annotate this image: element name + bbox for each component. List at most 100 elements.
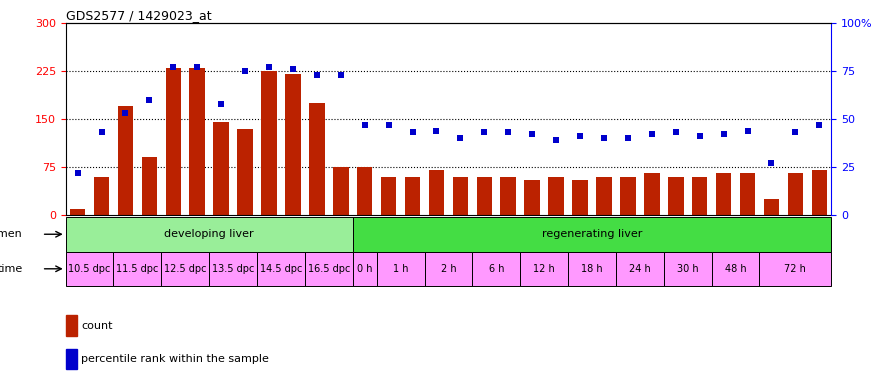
Point (645, 131, 659, 137)
Point (358, 122, 372, 128)
Bar (190, 68, 205, 215)
Point (621, 135, 635, 141)
Bar (477, 177, 492, 215)
Point (573, 133, 587, 139)
Bar (568, 252, 616, 286)
Bar (209, 252, 257, 286)
Bar (262, 71, 276, 215)
Text: 24 h: 24 h (629, 264, 651, 274)
Bar (616, 252, 664, 286)
Text: 16.5 dpc: 16.5 dpc (308, 264, 350, 274)
Point (71, 170, 85, 176)
Text: count: count (81, 321, 112, 331)
Bar (524, 180, 540, 215)
Bar (357, 167, 373, 215)
Text: 10.5 dpc: 10.5 dpc (68, 264, 111, 274)
Text: 12 h: 12 h (533, 264, 555, 274)
Point (717, 131, 731, 137)
Bar (304, 252, 353, 286)
Text: 6 h: 6 h (488, 264, 504, 274)
Point (501, 129, 515, 136)
Point (525, 131, 539, 137)
Point (118, 110, 132, 116)
Bar (66, 316, 77, 336)
Bar (620, 177, 635, 215)
Bar (739, 174, 755, 215)
Point (597, 135, 611, 141)
Bar (424, 252, 473, 286)
Point (478, 129, 492, 136)
Bar (788, 174, 803, 215)
Text: 14.5 dpc: 14.5 dpc (260, 264, 302, 274)
Bar (596, 177, 612, 215)
Point (214, 101, 228, 107)
Text: 18 h: 18 h (581, 264, 603, 274)
Text: 1 h: 1 h (393, 264, 409, 274)
Point (405, 129, 419, 136)
Bar (94, 177, 109, 215)
Point (765, 160, 779, 166)
Bar (285, 74, 301, 215)
Point (430, 127, 444, 134)
Text: 72 h: 72 h (784, 264, 806, 274)
Bar (66, 217, 353, 252)
Bar (353, 217, 831, 252)
Bar (521, 252, 568, 286)
Bar (711, 252, 760, 286)
Bar (549, 177, 564, 215)
Bar (257, 252, 304, 286)
Point (740, 127, 754, 134)
Point (262, 64, 276, 70)
Bar (214, 122, 229, 215)
Text: 2 h: 2 h (441, 264, 456, 274)
Point (286, 66, 300, 72)
Bar (309, 103, 325, 215)
Bar (165, 68, 181, 215)
Point (238, 68, 252, 74)
Bar (333, 167, 348, 215)
Bar (353, 252, 376, 286)
Text: GDS2577 / 1429023_at: GDS2577 / 1429023_at (66, 9, 211, 22)
Bar (161, 252, 209, 286)
Text: regenerating liver: regenerating liver (542, 229, 642, 239)
Text: percentile rank within the sample: percentile rank within the sample (81, 354, 269, 364)
Bar (811, 170, 827, 215)
Bar (664, 252, 711, 286)
Bar (117, 106, 133, 215)
Point (788, 129, 802, 136)
Bar (572, 180, 588, 215)
Bar (473, 252, 521, 286)
Bar (692, 177, 707, 215)
Text: 12.5 dpc: 12.5 dpc (164, 264, 206, 274)
Bar (237, 129, 253, 215)
Text: 13.5 dpc: 13.5 dpc (212, 264, 255, 274)
Text: 0 h: 0 h (357, 264, 373, 274)
Point (812, 122, 826, 128)
Bar (644, 174, 660, 215)
Text: 48 h: 48 h (724, 264, 746, 274)
Text: 11.5 dpc: 11.5 dpc (116, 264, 158, 274)
Point (693, 133, 707, 139)
Bar (500, 177, 516, 215)
Point (668, 129, 682, 136)
Point (166, 64, 180, 70)
Text: 30 h: 30 h (677, 264, 698, 274)
Bar (142, 157, 158, 215)
Bar (70, 209, 86, 215)
Text: developing liver: developing liver (164, 229, 254, 239)
Bar (381, 177, 396, 215)
Point (310, 72, 324, 78)
Point (550, 137, 564, 143)
Bar (376, 252, 424, 286)
Bar (429, 170, 444, 215)
Text: time: time (0, 264, 23, 274)
Point (143, 97, 157, 103)
Bar (764, 199, 780, 215)
Text: specimen: specimen (0, 229, 23, 239)
Bar (114, 252, 161, 286)
Point (333, 72, 347, 78)
Bar (668, 177, 683, 215)
Bar (716, 174, 732, 215)
Point (382, 122, 396, 128)
Bar (66, 252, 114, 286)
